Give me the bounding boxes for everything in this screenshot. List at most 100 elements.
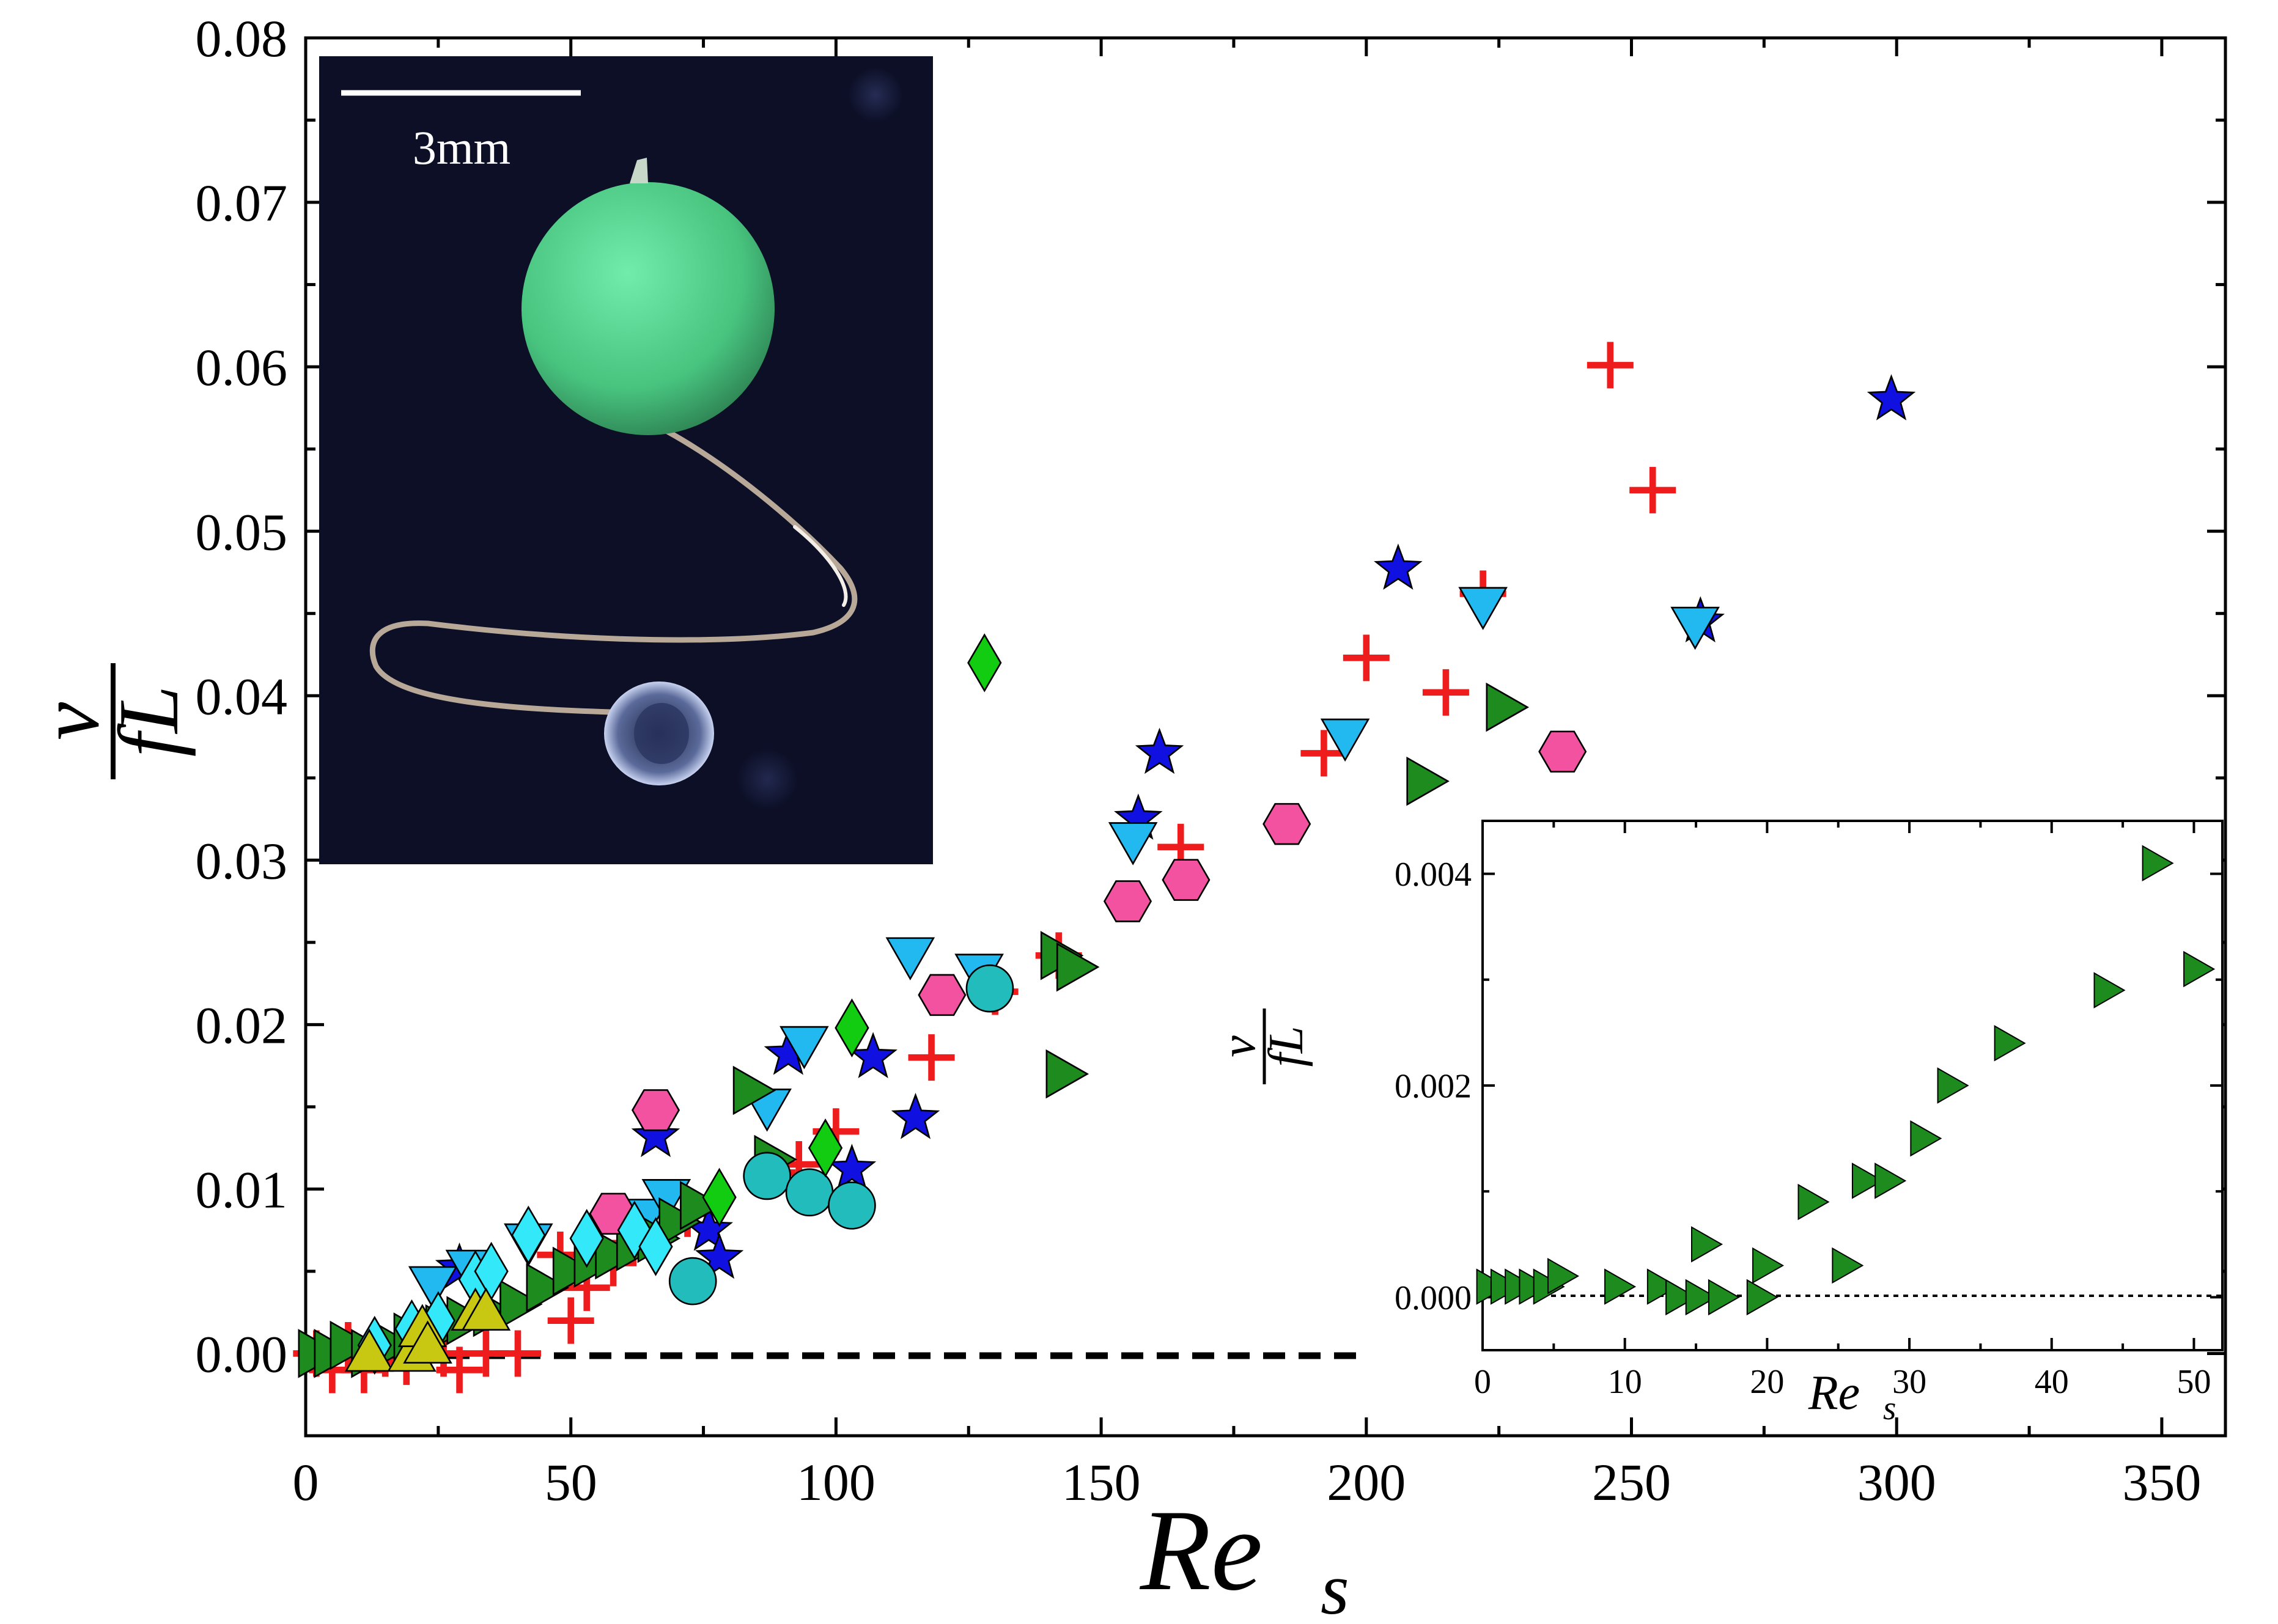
data-point-triangle-up [461, 1287, 511, 1331]
main-x-axis-title-subscript: s [1321, 1548, 1349, 1621]
inset-x-axis-title-base: Re [1808, 1366, 1860, 1420]
x-tick-label: 20 [1750, 1363, 1784, 1401]
data-point-triangle-down [1320, 718, 1370, 762]
data-point-triangle-right [1406, 756, 1450, 806]
y-tick-label: 0.04 [196, 667, 288, 726]
data-point-triangle-right [732, 1065, 776, 1115]
data-point-triangle-right [658, 1197, 702, 1247]
y-tick-label: 0.00 [196, 1325, 288, 1384]
data-point-triangle-right [1486, 682, 1530, 732]
main-axis-labels: 0 50 100 150 200 250 300 3500.000.010.020.030.0… [196, 9, 2202, 1512]
data-point-diamond-green [967, 633, 1002, 693]
inset-y-axis-title-denominator: fL [1259, 1026, 1313, 1067]
data-point-triangle-down [780, 1026, 829, 1070]
swimmer-ball [522, 182, 775, 435]
x-tick-label: 350 [2122, 1453, 2201, 1512]
inset-axis-labels: 0 10 20 30 40 50 0.000 0.002 0.004 [1395, 856, 2211, 1401]
data-point-hexagon [1162, 859, 1211, 901]
x-tick-label: 0 [1474, 1363, 1491, 1401]
data-point-plus [1343, 634, 1390, 682]
data-point-plus [436, 1347, 483, 1394]
data-point-triangle-down [1670, 606, 1720, 650]
y-tick-label: 0.06 [196, 338, 288, 397]
data-point-hexagon [631, 1089, 680, 1131]
y-tick-label: 0.002 [1395, 1068, 1472, 1106]
inset-y-axis-title: v fL [1212, 1009, 1313, 1084]
data-point-triangle-right [1646, 1268, 1679, 1305]
data-point-triangle-right [595, 1230, 638, 1280]
data-point-circle [965, 964, 1014, 1013]
data-point-diamond-green [835, 998, 869, 1057]
data-point-triangle-right [552, 1246, 596, 1296]
y-tick-label: 0.07 [196, 174, 288, 232]
x-tick-label: 100 [797, 1453, 875, 1512]
y-tick-label: 0.01 [196, 1161, 288, 1219]
y-tick-label: 0.02 [196, 996, 288, 1054]
main-plot: 0 50 100 150 200 250 300 3500.000.010.020.030.0… [196, 9, 2227, 1512]
data-point-triangle-down [1108, 822, 1158, 865]
data-point-triangle-right [1056, 942, 1100, 992]
data-point-triangle-right [1994, 1024, 2026, 1062]
data-point-star [849, 1032, 898, 1078]
data-point-triangle-right [1874, 1163, 1907, 1199]
data-point-triangle-right [2093, 972, 2126, 1009]
x-tick-label: 300 [1857, 1453, 1936, 1512]
main-y-axis-title-denominator: fL [101, 686, 196, 757]
data-point-triangle-right [330, 1320, 374, 1370]
data-point-triangle-down [408, 1266, 458, 1310]
main-x-axis-title: Re s [1139, 1486, 1349, 1624]
data-point-triangle-right [680, 1181, 723, 1230]
data-point-triangle-right [2183, 950, 2216, 988]
x-tick-label: 150 [1062, 1453, 1141, 1512]
y-tick-label: 0.08 [196, 9, 288, 68]
y-tick-label: 0.000 [1395, 1279, 1472, 1317]
data-point-star [695, 1232, 744, 1279]
y-tick-label: 0.03 [196, 831, 288, 890]
data-point-triangle-down [1458, 587, 1508, 630]
x-tick-label: 0 [293, 1453, 319, 1512]
inset-axis-ticks [1481, 821, 2222, 1350]
data-point-diamond-green [702, 1167, 737, 1227]
data-point-hexagon [1103, 880, 1152, 922]
data-point-triangle-right [499, 1279, 543, 1329]
photo-inset: 3mm [319, 56, 933, 864]
inset-x-axis-title-subscript: s [1883, 1389, 1896, 1427]
x-tick-label: 250 [1592, 1453, 1671, 1512]
x-tick-label: 40 [2035, 1363, 2069, 1401]
data-point-triangle-down [885, 937, 935, 981]
x-tick-label: 50 [545, 1453, 597, 1512]
data-point-plus [1422, 669, 1469, 716]
data-point-plus [494, 1330, 541, 1377]
data-point-triangle-right [1691, 1226, 1723, 1263]
photo-blur-spot [848, 67, 903, 122]
data-point-triangle-right [1045, 1049, 1089, 1099]
data-point-diamond-cyan [511, 1205, 546, 1265]
data-point-hexagon [1538, 730, 1587, 773]
data-point-circle [743, 1152, 791, 1200]
data-point-triangle-right [1752, 1247, 1785, 1284]
x-tick-label: 10 [1608, 1363, 1642, 1401]
data-point-star [891, 1092, 940, 1139]
data-point-star [827, 1144, 877, 1190]
data-point-circle [828, 1181, 876, 1230]
inset-y-axis-title-numerator: v [1212, 1035, 1266, 1057]
data-point-star [1135, 727, 1184, 774]
data-point-star [631, 1111, 680, 1158]
data-point-star [1867, 374, 1916, 421]
x-tick-label: 30 [1892, 1363, 1926, 1401]
swimmer-tail-highlight [793, 525, 848, 607]
data-point-diamond-cyan [569, 1208, 604, 1268]
data-point-triangle-right [1547, 1258, 1579, 1295]
main-x-axis-title-base: Re [1139, 1486, 1262, 1615]
x-tick-label: 50 [2177, 1363, 2211, 1401]
data-point-triangle-right [1937, 1067, 1969, 1104]
data-point-hexagon [1262, 803, 1311, 845]
data-point-triangle-right [1604, 1268, 1637, 1305]
main-y-axis-title: v fL [22, 663, 196, 779]
data-point-hexagon [918, 974, 967, 1016]
y-tick-label: 0.05 [196, 502, 288, 561]
main-data-marks [293, 342, 1916, 1394]
data-point-triangle-right [1832, 1247, 1864, 1284]
data-point-plus [1587, 342, 1634, 389]
